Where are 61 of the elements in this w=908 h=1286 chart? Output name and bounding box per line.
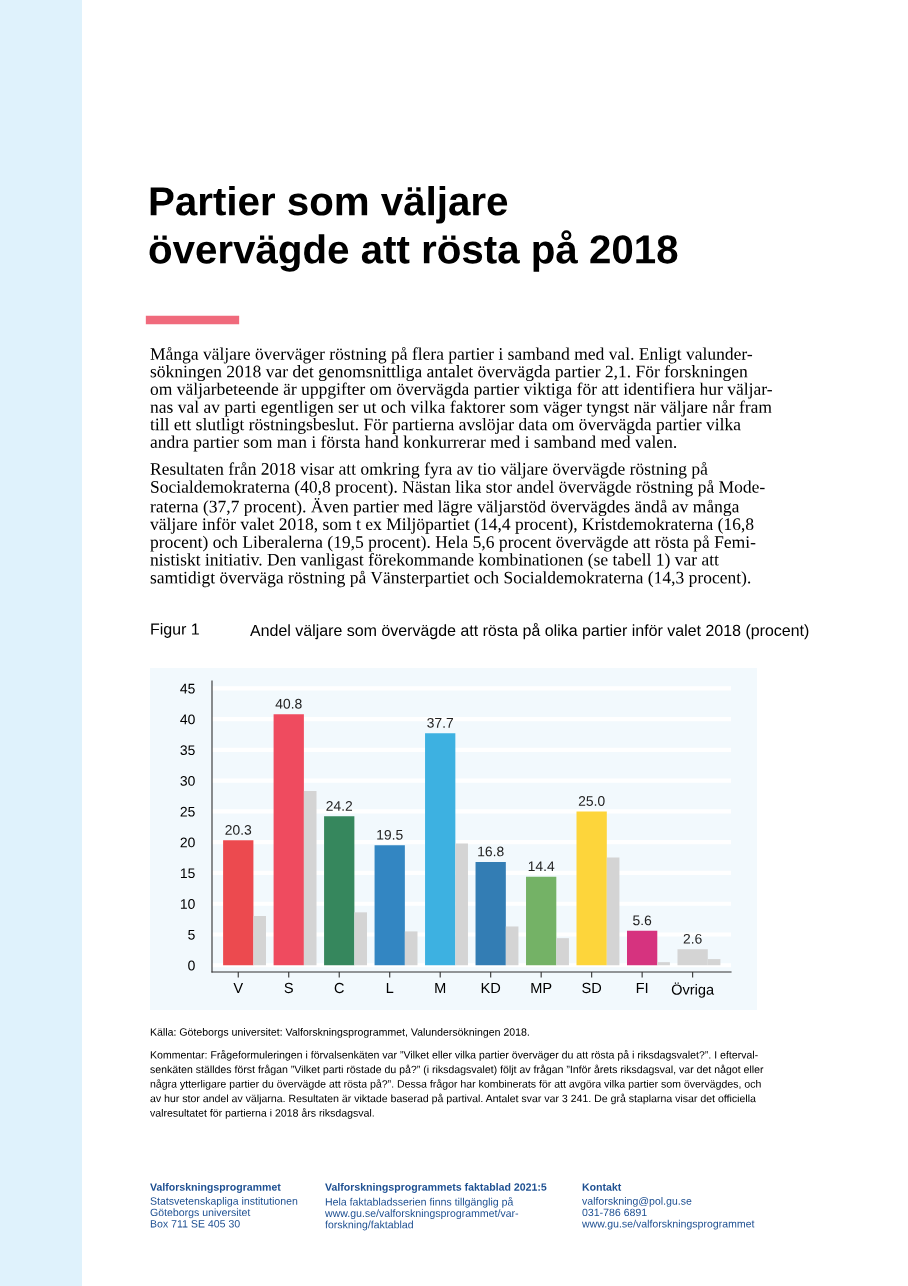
bar [627, 930, 658, 966]
text: Källa: Göteborgs universitet: Valforskningsprogrammet, Valundersökningen 2018. [150, 1028, 529, 1038]
data-label: 40.8 [275, 698, 302, 709]
y-tick-label: 15 [180, 868, 195, 879]
x-tick-label: KD [481, 982, 501, 993]
data-label: 37.7 [427, 717, 454, 728]
bar [404, 931, 418, 966]
x-tick-label: S [284, 982, 293, 994]
data-label: 19.5 [377, 829, 403, 840]
y-tick-label: 10 [180, 899, 195, 909]
text: Statsvetenskapliga institutionen Göteborgs universitet Box 711 SE 405 30 [150, 1197, 298, 1228]
data-label: 20.3 [225, 824, 252, 835]
text: Figur 1 [151, 623, 199, 638]
text: Kontakt [582, 1183, 622, 1191]
bar [273, 714, 304, 966]
y-tick-label: 25 [180, 806, 195, 817]
bar [374, 845, 405, 966]
bar [223, 840, 254, 966]
x-tick-label: Övriga [671, 982, 715, 998]
bar [303, 791, 317, 966]
x-tick-label: SD [582, 982, 602, 994]
text: Kommentar: Frågeformuleringen i förvalsenkäten var ”Vilket eller vilka partier överväger du att rösta på i riksdagsvalet?”. I efterval- senkäten ställdes först frågan ”Vilket parti röstade du på?” (i riksdagsvalet) följt av frågan ”Inför årets riksdagsval, var det något eller några ytterligare partier du övervägde att rösta på?”. Dessa frågor har kombinerats för att avgöra vilka partier som övervägdes, och av hur stor andel av väljarna. Resultaten är viktade baserad på partival. Antalet svar var 3 241. De grå staplarna visar det officiella valresultatet för partierna i 2018 års riksdagsval. [150, 1050, 764, 1119]
data-label: 16.8 [478, 846, 504, 857]
y-tick-label: 0 [188, 960, 195, 971]
chart-subtitle: Andel väljare som övervägde att rösta på olika partier inför valet 2018 (procent) [250, 623, 809, 640]
data-label: 24.2 [326, 800, 353, 811]
y-tick-label: 35 [180, 745, 195, 756]
bar [253, 916, 267, 966]
bar [526, 876, 557, 966]
y-tick-label: 45 [180, 683, 195, 694]
x-tick-label: FI [636, 982, 648, 993]
data-label: 14.4 [528, 861, 555, 871]
bar [354, 912, 367, 966]
bar [425, 733, 456, 966]
x-tick-label: MP [531, 982, 552, 993]
text: Valforskningsprogrammets faktablad 2021:5 [325, 1183, 547, 1193]
data-label: 2.6 [683, 933, 702, 944]
text: Hela faktabladsserien finns tillgänglig på www.gu.se/valforskningsprogrammet/var- forskning/faktablad [324, 1197, 519, 1231]
text: Resultaten från 2018 visar att omkring fyra av tio väljare övervägde röstning på Socialdemokraterna (40,8 procent). Nästan lika stor andel övervägde röstning på Mode- raterna (37,7 procent). Även partier med lägre väljarstöd övervägdes ändå av många väljare inför valet 2018, som t ex Miljöpartiet (14,4 procent), Kristdemokraterna (16,8 procent) och Liberalerna (19,5 procent). Hela 5,6 procent övervägde att rösta på Femi- nistiskt initiativ. Den vanligast förekommande kombinationen (se tabell 1) var att samtidigt överväga röstning på Vänsterpartiet och Socialdemokraterna (14,3 procent). [150, 462, 765, 588]
x-tick-label: V [233, 982, 244, 993]
y-tick-label: 30 [180, 776, 195, 786]
text: Många väljare överväger röstning på flera partier i samband med val. Enligt valunder- sökningen 2018 var det genomsnittliga antalet övervägda partier 2,1. För forskningen om väljarbeteende är uppgifter om övervägda partier viktiga för att identifiera hur väljar- nas val av parti egentligen ser ut och vilka faktorer som väger tyngst när väljare når fram till ett slutligt röstningsbeslut. För partierna avslöjar data om övervägda partier vilka andra partier som man i första hand konkurrerar med i samband med valen. [150, 347, 772, 452]
x-tick-label: C [334, 982, 344, 994]
bar [475, 861, 506, 966]
y-tick-label: 40 [180, 714, 195, 725]
y-tick-label: 5 [188, 929, 195, 940]
bar [576, 811, 607, 966]
text: valforskning@pol.gu.se 031-786 6891 www.gu.se/valforskningsprogrammet [581, 1197, 755, 1230]
bar [606, 857, 620, 966]
data-label: 25.0 [578, 796, 605, 806]
y-tick-label: 20 [180, 837, 195, 848]
bar [455, 843, 468, 966]
bar [324, 816, 355, 966]
x-tick-label: L [386, 982, 394, 993]
bar [657, 962, 670, 966]
bar [505, 926, 519, 966]
data-label: 5.6 [633, 915, 652, 926]
x-tick-label: M [435, 982, 446, 993]
chart-title: Partier som väljare övervägde att rösta på 2018 [149, 186, 678, 272]
text: Valforskningsprogrammet [150, 1183, 281, 1193]
bar [556, 938, 569, 966]
